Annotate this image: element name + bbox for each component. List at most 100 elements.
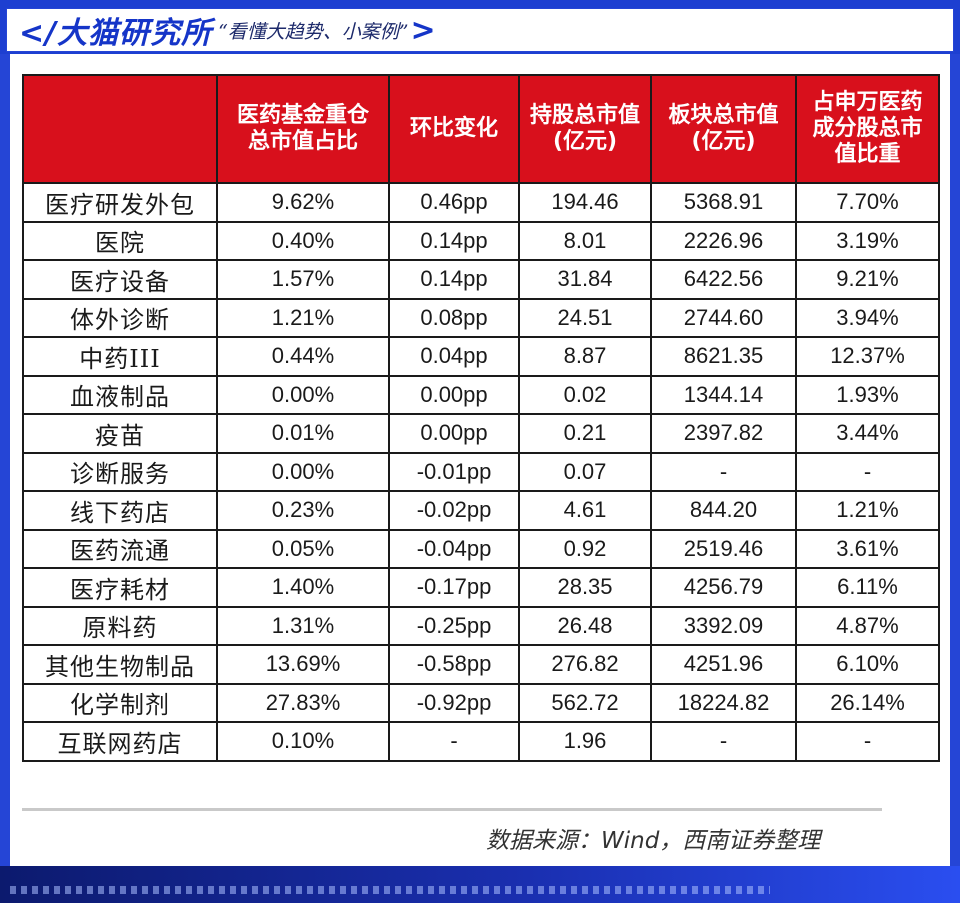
cell-name: 互联网药店 bbox=[22, 721, 218, 762]
cell-holding: 194.46 bbox=[518, 182, 652, 223]
cell-name: 医疗研发外包 bbox=[22, 182, 218, 223]
cell-weight: 3.19% bbox=[795, 220, 940, 261]
cell-holding: 0.92 bbox=[518, 528, 652, 569]
cell-name: 诊断服务 bbox=[22, 451, 218, 492]
right-frame bbox=[950, 54, 960, 866]
brand-title: </大猫研究所 bbox=[19, 16, 213, 51]
cell-sector: 8621.35 bbox=[650, 336, 797, 377]
header-cell-sector: 板块总市值(亿元) bbox=[650, 74, 797, 184]
cell-sector: 1344.14 bbox=[650, 374, 797, 415]
cell-weight: 6.10% bbox=[795, 644, 940, 685]
cell-sector: 2744.60 bbox=[650, 297, 797, 338]
cell-sector: - bbox=[650, 451, 797, 492]
cell-name: 疫苗 bbox=[22, 413, 218, 454]
cell-weight: - bbox=[795, 451, 940, 492]
cell-ratio: 0.23% bbox=[216, 490, 390, 531]
header-cell-holding: 持股总市值(亿元) bbox=[518, 74, 652, 184]
cell-change: 0.14pp bbox=[388, 259, 520, 300]
cell-holding: 4.61 bbox=[518, 490, 652, 531]
cell-holding: 0.07 bbox=[518, 451, 652, 492]
cell-ratio: 1.31% bbox=[216, 605, 390, 646]
source-note: 数据来源：Wind，西南证券整理 bbox=[486, 828, 821, 854]
cell-ratio: 0.44% bbox=[216, 336, 390, 377]
cell-weight: 1.93% bbox=[795, 374, 940, 415]
cell-ratio: 0.40% bbox=[216, 220, 390, 261]
cell-ratio: 27.83% bbox=[216, 682, 390, 723]
cell-holding: 24.51 bbox=[518, 297, 652, 338]
cell-holding: 8.87 bbox=[518, 336, 652, 377]
cell-name: 医药流通 bbox=[22, 528, 218, 569]
table-header-row: 医药基金重仓总市值占比 环比变化 持股总市值(亿元) 板块总市值(亿元) 占申万… bbox=[22, 74, 940, 184]
cell-name: 其他生物制品 bbox=[22, 644, 218, 685]
cell-sector: 2519.46 bbox=[650, 528, 797, 569]
cell-ratio: 9.62% bbox=[216, 182, 390, 223]
cell-holding: 562.72 bbox=[518, 682, 652, 723]
cell-holding: 0.02 bbox=[518, 374, 652, 415]
cell-ratio: 0.01% bbox=[216, 413, 390, 454]
table-row: 中药III 0.44% 0.04pp 8.87 8621.35 12.37% bbox=[22, 336, 940, 377]
footer-divider bbox=[22, 808, 882, 811]
cell-weight: 7.70% bbox=[795, 182, 940, 223]
cell-change: -0.01pp bbox=[388, 451, 520, 492]
table-row: 原料药 1.31% -0.25pp 26.48 3392.09 4.87% bbox=[22, 605, 940, 646]
cell-name: 体外诊断 bbox=[22, 297, 218, 338]
cell-sector: 4251.96 bbox=[650, 644, 797, 685]
cell-sector: 18224.82 bbox=[650, 682, 797, 723]
table-row: 其他生物制品 13.69% -0.58pp 276.82 4251.96 6.10% bbox=[22, 644, 940, 685]
cell-sector: 2397.82 bbox=[650, 413, 797, 454]
cell-name: 化学制剂 bbox=[22, 682, 218, 723]
title-box: </大猫研究所 “看懂大趋势、小案例” > bbox=[6, 8, 954, 52]
cell-weight: 3.61% bbox=[795, 528, 940, 569]
cell-holding: 8.01 bbox=[518, 220, 652, 261]
cell-change: 0.04pp bbox=[388, 336, 520, 377]
header-cell-weight: 占申万医药成分股总市值比重 bbox=[795, 74, 940, 184]
table-row: 化学制剂 27.83% -0.92pp 562.72 18224.82 26.14% bbox=[22, 682, 940, 723]
bottom-banner bbox=[0, 866, 960, 903]
cell-ratio: 1.21% bbox=[216, 297, 390, 338]
cell-weight: 6.11% bbox=[795, 567, 940, 608]
table-row: 互联网药店 0.10% -1.96- - bbox=[22, 721, 940, 762]
cell-ratio: 0.00% bbox=[216, 374, 390, 415]
cell-change: -0.58pp bbox=[388, 644, 520, 685]
cell-change: 0.46pp bbox=[388, 182, 520, 223]
cell-weight: 3.44% bbox=[795, 413, 940, 454]
cell-sector: 5368.91 bbox=[650, 182, 797, 223]
cell-ratio: 1.40% bbox=[216, 567, 390, 608]
cell-change: -0.17pp bbox=[388, 567, 520, 608]
data-table: 医药基金重仓总市值占比 环比变化 持股总市值(亿元) 板块总市值(亿元) 占申万… bbox=[22, 74, 940, 762]
cell-name: 血液制品 bbox=[22, 374, 218, 415]
cell-weight: 1.21% bbox=[795, 490, 940, 531]
left-frame bbox=[0, 54, 10, 866]
cell-change: - bbox=[388, 721, 520, 762]
cell-weight: 26.14% bbox=[795, 682, 940, 723]
cell-weight: 9.21% bbox=[795, 259, 940, 300]
table-row: 线下药店 0.23% -0.02pp 4.61 844.20 1.21% bbox=[22, 490, 940, 531]
cell-weight: - bbox=[795, 721, 940, 762]
cell-ratio: 13.69% bbox=[216, 644, 390, 685]
table-row: 医疗耗材 1.40% -0.17pp 28.35 4256.79 6.11% bbox=[22, 567, 940, 608]
cell-sector: 6422.56 bbox=[650, 259, 797, 300]
header-cell-name bbox=[22, 74, 218, 184]
cell-ratio: 0.00% bbox=[216, 451, 390, 492]
table-row: 医院 0.40% 0.14pp 8.01 2226.96 3.19% bbox=[22, 220, 940, 261]
cell-name: 医院 bbox=[22, 220, 218, 261]
cell-name: 中药III bbox=[22, 336, 218, 377]
cell-holding: 0.21 bbox=[518, 413, 652, 454]
cell-ratio: 0.05% bbox=[216, 528, 390, 569]
cell-weight: 3.94% bbox=[795, 297, 940, 338]
cell-change: -0.92pp bbox=[388, 682, 520, 723]
cell-change: 0.00pp bbox=[388, 413, 520, 454]
cell-name: 医疗设备 bbox=[22, 259, 218, 300]
table-row: 医药流通 0.05% -0.04pp 0.92 2519.46 3.61% bbox=[22, 528, 940, 569]
cell-sector: 4256.79 bbox=[650, 567, 797, 608]
table-row: 医疗设备 1.57% 0.14pp 31.84 6422.56 9.21% bbox=[22, 259, 940, 300]
cell-sector: - bbox=[650, 721, 797, 762]
cell-weight: 4.87% bbox=[795, 605, 940, 646]
cell-change: -0.25pp bbox=[388, 605, 520, 646]
brand-subtitle: “看懂大趋势、小案例” bbox=[218, 20, 409, 43]
cell-sector: 2226.96 bbox=[650, 220, 797, 261]
cell-weight: 12.37% bbox=[795, 336, 940, 377]
cell-name: 原料药 bbox=[22, 605, 218, 646]
cell-sector: 3392.09 bbox=[650, 605, 797, 646]
cell-ratio: 1.57% bbox=[216, 259, 390, 300]
